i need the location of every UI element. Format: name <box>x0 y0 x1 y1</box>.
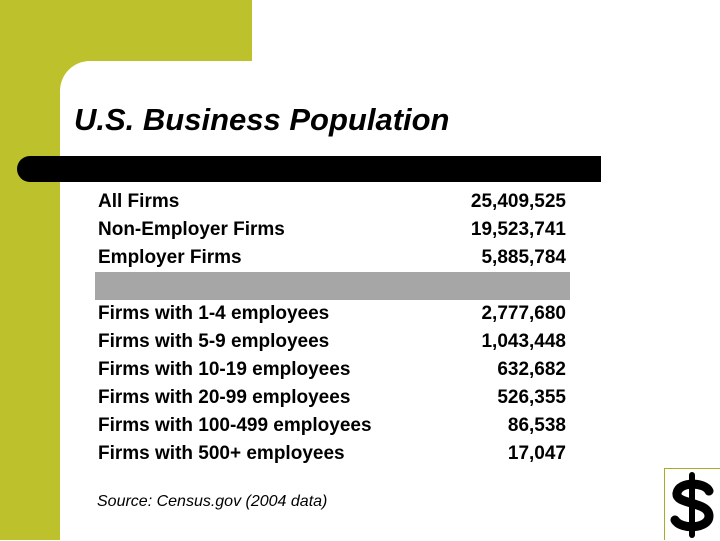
row-label: Firms with 1-4 employees <box>98 303 330 324</box>
row-value: 25,409,525 <box>470 191 566 212</box>
row-label: Firms with 500+ employees <box>98 443 345 464</box>
table-row: Employer Firms 5,885,784 <box>95 244 570 272</box>
row-label: All Firms <box>98 191 180 212</box>
title-underline-bar <box>17 156 601 182</box>
row-value: 526,355 <box>497 387 566 408</box>
section-divider-band <box>95 272 570 300</box>
row-value: 2,777,680 <box>481 303 566 324</box>
table-row: Non-Employer Firms 19,523,741 <box>95 216 570 244</box>
table-row: All Firms 25,409,525 <box>95 188 570 216</box>
table-row: Firms with 10-19 employees 632,682 <box>95 356 570 384</box>
table-row: Firms with 500+ employees 17,047 <box>95 440 570 468</box>
row-value: 19,523,741 <box>470 219 566 240</box>
table-row: Firms with 1-4 employees 2,777,680 <box>95 300 570 328</box>
table-row: Firms with 20-99 employees 526,355 <box>95 384 570 412</box>
row-label: Firms with 5-9 employees <box>98 331 330 352</box>
row-value: 632,682 <box>497 359 566 380</box>
table-row: Firms with 5-9 employees 1,043,448 <box>95 328 570 356</box>
content-panel <box>60 61 720 540</box>
row-label: Non-Employer Firms <box>98 219 285 240</box>
row-label: Firms with 10-19 employees <box>98 359 351 380</box>
row-value: 17,047 <box>507 443 566 464</box>
row-value: 1,043,448 <box>481 331 566 352</box>
dollar-sign-icon <box>670 472 714 538</box>
business-population-table: All Firms 25,409,525 Non-Employer Firms … <box>95 188 570 468</box>
dollar-logo-box <box>664 468 720 540</box>
row-value: 5,885,784 <box>481 247 566 268</box>
row-label: Firms with 100-499 employees <box>98 415 372 436</box>
source-note: Source: Census.gov (2004 data) <box>97 493 328 510</box>
row-label: Employer Firms <box>98 247 242 268</box>
row-value: 86,538 <box>507 415 566 436</box>
row-label: Firms with 20-99 employees <box>98 387 351 408</box>
table-row: Firms with 100-499 employees 86,538 <box>95 412 570 440</box>
slide-title: U.S. Business Population <box>74 102 450 137</box>
